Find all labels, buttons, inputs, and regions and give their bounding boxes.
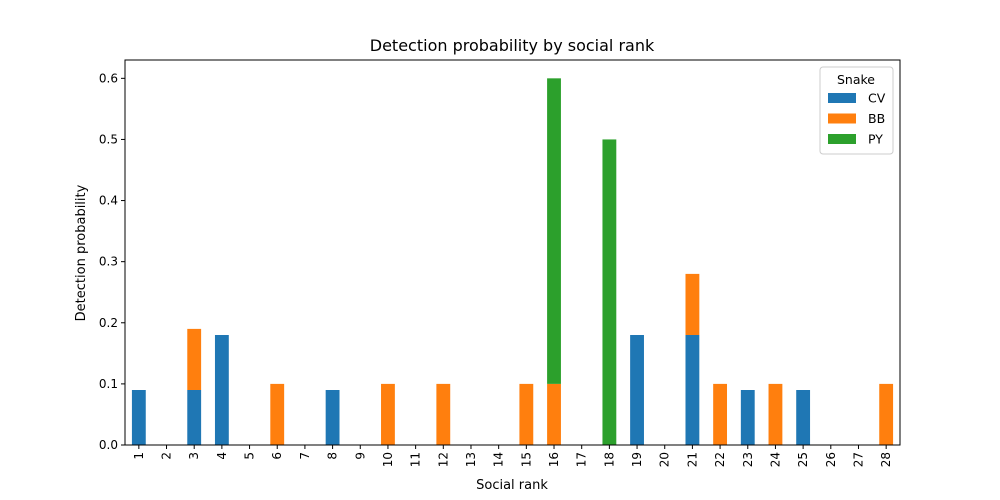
- bar-bb-rank-22: [713, 383, 728, 445]
- x-tick-label: 23: [741, 452, 755, 467]
- x-tick-label: 28: [879, 452, 893, 467]
- legend-swatch-py: [828, 134, 856, 144]
- x-tick-label: 14: [492, 452, 506, 467]
- x-tick-label: 26: [824, 452, 838, 467]
- y-tick-label: 0.5: [99, 132, 118, 146]
- legend-swatch-bb: [828, 113, 856, 124]
- bar-cv-rank-21: [685, 335, 700, 445]
- x-tick-label: 22: [713, 452, 727, 467]
- bars-group: [131, 78, 894, 445]
- x-axis-ticks: 1 2 3 4 5 6 7 8 9 10 11 12 13 14 15 16 17 18 19 20 21 22 23 24 2…: [132, 445, 893, 467]
- bar-cv-rank-8: [325, 390, 340, 445]
- x-tick-label: 9: [353, 452, 367, 460]
- x-tick-label: 25: [796, 452, 810, 467]
- legend-swatch-cv: [828, 93, 856, 103]
- bar-bb-rank-28: [879, 383, 894, 445]
- x-tick-label: 2: [160, 452, 174, 460]
- x-tick-label: 5: [243, 452, 257, 460]
- y-tick-label: 0.0: [99, 438, 118, 452]
- x-tick-label: 11: [409, 452, 423, 467]
- y-tick-label: 0.4: [99, 194, 118, 208]
- bar-cv-rank-1: [131, 390, 146, 445]
- x-tick-label: 3: [187, 452, 201, 460]
- x-tick-label: 24: [768, 452, 782, 467]
- bar-cv-rank-25: [796, 390, 811, 445]
- legend-entries: CV BB PY: [828, 91, 886, 147]
- x-tick-label: 19: [630, 452, 644, 467]
- x-tick-label: 21: [685, 452, 699, 467]
- y-tick-label: 0.2: [99, 316, 118, 330]
- x-tick-label: 18: [602, 452, 616, 467]
- legend-frame: [819, 66, 894, 155]
- x-tick-label: 12: [436, 452, 450, 467]
- x-tick-label: 7: [298, 452, 312, 460]
- x-tick-label: 16: [547, 452, 561, 467]
- x-tick-label: 15: [519, 452, 533, 467]
- x-tick-label: 10: [381, 452, 395, 467]
- bar-cv-rank-23: [740, 390, 755, 445]
- bar-bb-rank-16: [547, 383, 561, 445]
- x-tick-label: 1: [132, 452, 146, 460]
- bar-cv-rank-3: [187, 390, 202, 445]
- y-tick-label: 0.3: [99, 255, 118, 269]
- x-tick-label: 27: [851, 452, 865, 467]
- bar-bb-rank-6: [270, 383, 285, 445]
- legend: Snake CV BB PY: [819, 66, 894, 155]
- bar-bb-rank-15: [519, 383, 534, 445]
- bar-bb-rank-10: [381, 383, 395, 445]
- legend-label-py: PY: [868, 132, 883, 147]
- x-tick-label: 13: [464, 452, 478, 467]
- bar-bb-rank-24: [768, 383, 783, 445]
- legend-label-cv: CV: [868, 91, 886, 106]
- legend-label-bb: BB: [868, 111, 885, 126]
- x-axis-label: Social rank: [476, 478, 548, 493]
- bar-cv-rank-19: [630, 335, 644, 445]
- bar-cv-rank-4: [214, 335, 229, 445]
- legend-title: Snake: [837, 72, 875, 87]
- y-axis-ticks: 0.0 0.1 0.2 0.3 0.4 0.5 0.6: [99, 71, 125, 452]
- x-tick-label: 8: [326, 452, 340, 460]
- bar-bb-rank-12: [436, 383, 451, 445]
- y-axis-label: Detection probability: [74, 184, 89, 321]
- x-tick-label: 4: [215, 452, 229, 460]
- bar-py-rank-16: [547, 78, 561, 384]
- bar-py-rank-18: [602, 139, 617, 445]
- bar-bb-rank-21: [685, 273, 700, 335]
- chart-title: Detection probability by social rank: [370, 36, 655, 55]
- y-tick-label: 0.6: [99, 71, 118, 85]
- x-tick-label: 17: [575, 452, 589, 467]
- bar-bb-rank-3: [187, 328, 202, 390]
- x-tick-label: 20: [658, 452, 672, 467]
- plot-frame: [124, 59, 901, 446]
- x-tick-label: 6: [270, 452, 284, 460]
- y-tick-label: 0.1: [99, 377, 118, 391]
